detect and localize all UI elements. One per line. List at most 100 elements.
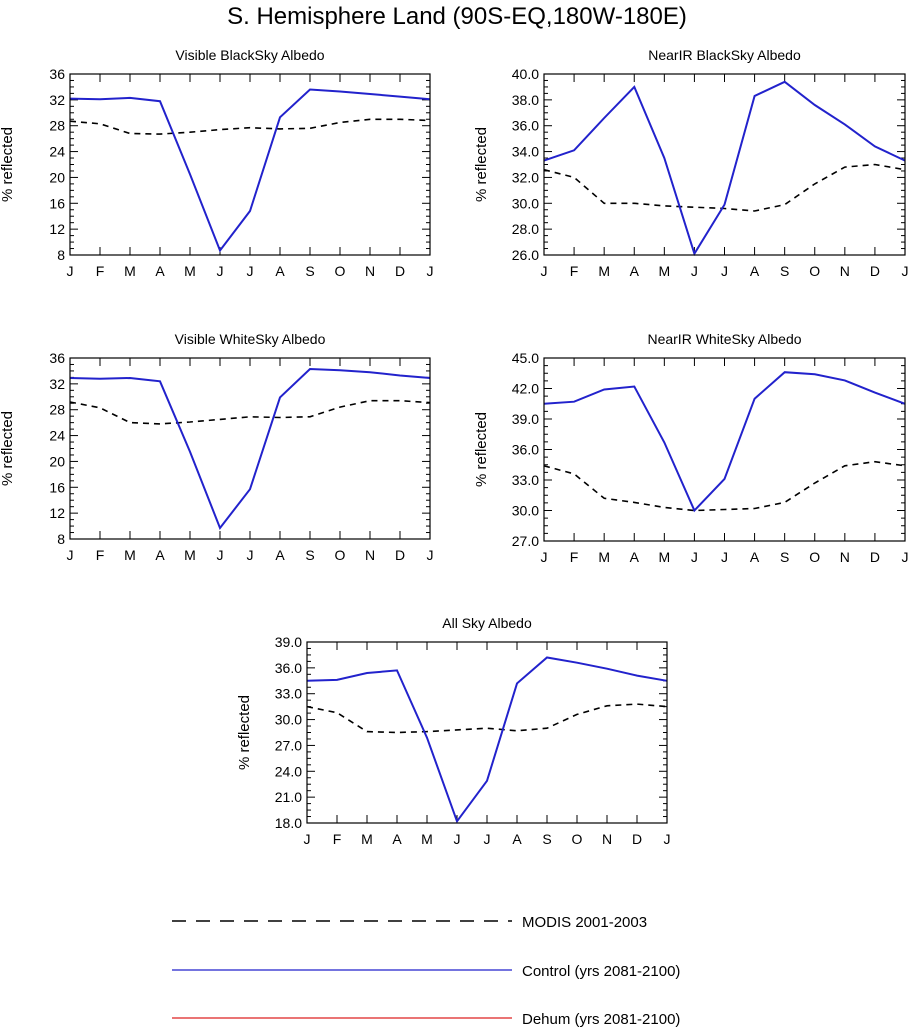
y-tick-label: 16 [49,195,65,211]
x-tick-label: M [598,549,610,565]
x-tick-label: D [870,549,880,565]
x-tick-label: A [630,549,640,565]
x-tick-label: O [809,549,820,565]
x-tick-label: M [658,263,670,279]
x-tick-label: A [630,263,640,279]
x-tick-label: M [658,549,670,565]
y-tick-label: 40.0 [512,66,539,82]
x-tick-label: F [570,263,579,279]
x-tick-label: S [542,831,551,847]
y-tick-label: 32 [49,92,65,108]
x-tick-label: J [247,547,254,563]
x-tick-label: F [96,263,105,279]
x-tick-label: J [67,547,74,563]
legend-label-control: Control (yrs 2081-2100) [522,963,680,980]
plot-frame [69,73,431,256]
x-tick-label: J [691,263,698,279]
modis-series-line [69,399,431,425]
y-tick-label: 21.0 [275,789,302,805]
x-tick-label: S [305,263,314,279]
x-tick-label: D [395,547,405,563]
y-axis-label: % reflected [0,127,16,202]
y-tick-label: 36.0 [512,442,539,458]
chart-panel-5: All Sky Albedo % reflected 18.0 21.0 24.0 27.… [236,615,671,847]
x-tick-label: F [570,549,579,565]
x-tick-label: S [780,549,789,565]
y-tick-label: 28 [49,402,65,418]
y-tick-label: 34.0 [512,144,539,160]
x-tick-label: A [155,263,165,279]
y-tick-label: 24.0 [275,763,302,779]
y-tick-label: 36 [49,350,65,366]
x-tick-label: M [124,263,136,279]
x-tick-label: O [335,547,346,563]
y-tick-label: 16 [49,479,65,495]
panel-title: Visible WhiteSky Albedo [175,331,326,347]
x-tick-label: J [902,263,909,279]
x-tick-label: M [361,831,373,847]
y-tick-label: 32 [49,376,65,392]
x-tick-label: M [421,831,433,847]
x-tick-label: F [333,831,342,847]
x-tick-label: A [512,831,522,847]
x-tick-label: M [184,263,196,279]
plot-frame [306,641,668,824]
y-tick-label: 42.0 [512,381,539,397]
y-tick-label: 33.0 [512,472,539,488]
modis-series-line [543,460,906,512]
x-tick-label: N [365,547,375,563]
x-tick-label: J [217,547,224,563]
figure-title: S. Hemisphere Land (90S-EQ,180W-180E) [227,3,687,30]
y-tick-label: 18.0 [275,815,302,831]
y-tick-label: 36.0 [275,660,302,676]
y-tick-label: 30.0 [512,503,539,519]
x-tick-label: O [572,831,583,847]
legend-label-dehum: Dehum (yrs 2081-2100) [522,1011,680,1028]
y-tick-label: 20 [49,169,65,185]
x-tick-label: J [217,263,224,279]
x-tick-label: N [840,549,850,565]
x-tick-label: J [721,549,728,565]
x-tick-label: J [691,549,698,565]
y-axis-label: % reflected [473,412,490,487]
x-tick-label: O [809,263,820,279]
legend-label-modis: MODIS 2001-2003 [522,914,647,931]
x-tick-label: J [427,263,434,279]
plot-frame [543,73,906,256]
x-tick-label: J [454,831,461,847]
y-tick-label: 39.0 [512,411,539,427]
x-tick-label: D [632,831,642,847]
x-tick-label: J [427,547,434,563]
plot-frame [543,357,906,542]
chart-panel-1: Visible BlackSky Albedo % reflected 8 12 16 2… [0,47,434,279]
modis-series-line [306,703,668,734]
y-tick-label: 36 [49,66,65,82]
control-series-line [69,367,431,531]
x-tick-label: M [124,547,136,563]
x-tick-label: A [275,547,285,563]
x-tick-label: J [484,831,491,847]
panel-title: All Sky Albedo [442,615,532,631]
x-tick-label: A [750,549,760,565]
x-tick-label: D [870,263,880,279]
x-tick-label: S [305,547,314,563]
y-tick-label: 24 [49,144,65,160]
panel-title: NearIR WhiteSky Albedo [647,331,801,347]
x-tick-label: M [184,547,196,563]
y-tick-label: 27.0 [275,737,302,753]
panel-title: NearIR BlackSky Albedo [648,47,801,63]
x-tick-label: J [304,831,311,847]
y-axis-label: % reflected [0,411,16,486]
y-tick-label: 39.0 [275,634,302,650]
x-tick-label: J [664,831,671,847]
x-tick-label: J [541,549,548,565]
y-tick-label: 24 [49,428,65,444]
chart-panel-4: NearIR WhiteSky Albedo % reflected 27.0 30.… [473,331,909,565]
y-tick-label: 28.0 [512,221,539,237]
y-tick-label: 33.0 [275,686,302,702]
control-series-line [69,88,431,253]
modis-series-line [69,118,431,135]
panel-title: Visible BlackSky Albedo [175,47,324,63]
x-tick-label: J [67,263,74,279]
y-axis-label: % reflected [236,695,253,770]
